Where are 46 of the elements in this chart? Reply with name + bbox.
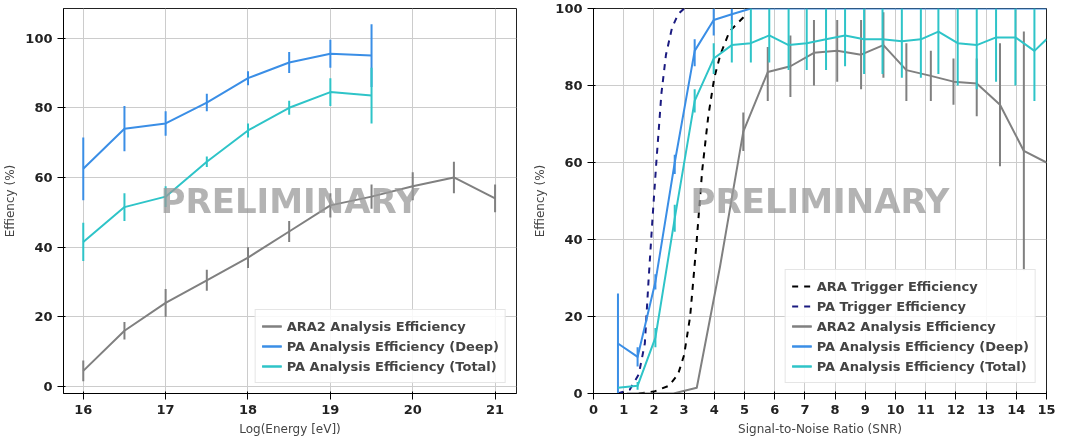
x-tick-label: 4 — [709, 401, 719, 417]
x-tick-label: 2 — [649, 401, 659, 417]
y-tick-label: 0 — [43, 379, 53, 395]
y-tick-label: 40 — [564, 232, 583, 247]
legend-label: PA Analysis Efficiency (Deep) — [286, 338, 499, 354]
x-tick-label: 1 — [619, 401, 629, 417]
x-tick-label: 19 — [321, 401, 340, 417]
legend-label: ARA2 Analysis Efficiency — [286, 318, 466, 334]
x-tick-label: 17 — [156, 401, 175, 417]
legend-label: ARA Trigger Efficiency — [816, 278, 978, 294]
y-tick-label: 100 — [555, 1, 583, 16]
y-tick-label: 60 — [34, 169, 53, 185]
legend-label: PA Trigger Efficiency — [816, 298, 967, 314]
y-tick-label: 20 — [564, 309, 583, 324]
x-tick-label: 8 — [830, 401, 840, 417]
legend-label: PA Analysis Efficiency (Deep) — [816, 338, 1029, 354]
y-axis-title: Effiency (%) — [533, 164, 548, 238]
x-tick-label: 12 — [946, 401, 965, 417]
x-tick-label: 9 — [860, 401, 870, 417]
y-tick-label: 100 — [25, 30, 53, 46]
legend-label: PA Analysis Efficiency (Total) — [816, 358, 1027, 374]
x-axis-title: Log(Energy [eV]) — [239, 421, 341, 436]
legend-label: PA Analysis Efficiency (Total) — [286, 358, 497, 374]
x-tick-label: 6 — [770, 401, 780, 417]
y-tick-label: 60 — [564, 155, 583, 170]
y-tick-label: 80 — [564, 78, 583, 93]
x-tick-label: 10 — [886, 401, 905, 417]
legend-label: ARA2 Analysis Efficiency — [816, 318, 996, 334]
x-axis-title: Signal-to-Noise Ratio (SNR) — [738, 421, 902, 436]
x-tick-label: 7 — [800, 401, 810, 417]
x-tick-label: 21 — [486, 401, 505, 417]
x-tick-label: 16 — [74, 401, 93, 417]
x-tick-label: 0 — [588, 401, 599, 417]
y-tick-label: 40 — [34, 239, 53, 255]
y-tick-label: 0 — [573, 386, 583, 401]
x-tick-label: 11 — [916, 401, 935, 417]
x-tick-label: 15 — [1037, 401, 1056, 417]
y-axis-title: Effiency (%) — [3, 164, 18, 238]
y-tick-label: 20 — [34, 309, 53, 325]
x-tick-label: 20 — [403, 401, 422, 417]
x-tick-label: 13 — [977, 401, 996, 417]
x-tick-label: 14 — [1007, 401, 1026, 417]
x-tick-label: 5 — [739, 401, 750, 417]
x-tick-label: 18 — [238, 401, 258, 417]
y-tick-label: 80 — [34, 100, 53, 116]
x-tick-label: 3 — [679, 401, 689, 417]
